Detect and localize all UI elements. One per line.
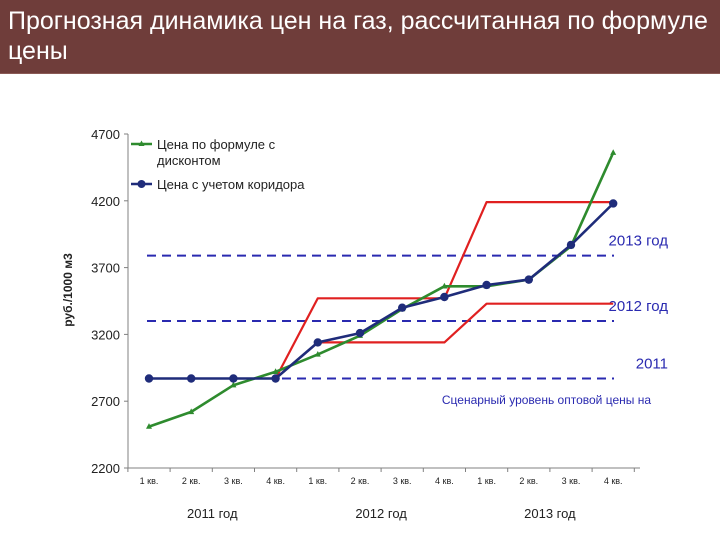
chart-legend: Цена по формуле с дисконтом Цена с учетом … [131, 137, 305, 192]
y-tick-label: 4200 [91, 194, 120, 209]
scenario-label: 2013 год [609, 233, 669, 250]
legend-label: Цена с учетом коридора [157, 177, 305, 192]
series-lines [144, 149, 618, 429]
series-line [149, 202, 615, 380]
scenario-annotation: Сценарный уровень оптовой цены на [442, 393, 651, 407]
data-point [229, 374, 238, 383]
scenario-label: 2011 [636, 355, 668, 372]
data-point [610, 149, 617, 155]
data-point [609, 199, 618, 208]
scenario-levels: 2011 2012 год 2013 год Сценарный уровень оп… [147, 233, 669, 407]
x-group-label: 2012 год [355, 506, 407, 521]
data-point [314, 350, 321, 357]
corridor-lower-line [274, 302, 614, 380]
x-tick-label: 2 кв. [519, 476, 538, 486]
data-point [144, 374, 154, 383]
y-tick-label: 3200 [91, 327, 120, 342]
legend-label: Цена по формуле с дисконтом [157, 137, 276, 168]
data-point [441, 282, 448, 289]
data-point [398, 303, 407, 312]
x-group-label: 2011 год [187, 506, 238, 521]
legend-marker [137, 180, 146, 188]
data-point [188, 408, 195, 415]
data-point [482, 280, 491, 290]
x-tick-label: 2 кв. [351, 476, 370, 486]
data-point [187, 374, 196, 383]
scenario-label: 2012 год [609, 298, 669, 315]
data-point [355, 328, 365, 338]
x-tick-label: 4 кв. [604, 476, 623, 486]
series-line [148, 152, 615, 428]
data-point [440, 292, 449, 302]
x-tick-label: 3 кв. [393, 476, 412, 486]
data-point [524, 275, 533, 284]
x-tick-label: 4 кв. [266, 476, 285, 486]
x-tick-label: 3 кв. [224, 476, 243, 486]
x-tick-label: 2 кв. [182, 476, 201, 486]
x-group-label: 2013 год [524, 506, 576, 521]
x-tick-label: 1 кв. [477, 476, 496, 486]
x-tick-label: 4 кв. [435, 476, 454, 486]
data-point [566, 240, 576, 250]
y-tick-label: 4700 [91, 127, 120, 142]
x-tick-label: 1 кв. [140, 476, 159, 486]
y-axis-title: руб./1000 м3 [61, 253, 75, 327]
title-bar: Прогнозная динамика цен на газ, рассчита… [0, 0, 720, 74]
chart-axes: 2200 2700 3200 3700 4200 4700 1 кв. 2 кв. 3 кв. 4… [61, 127, 640, 521]
x-tick-label: 1 кв. [308, 476, 327, 486]
slide-title: Прогнозная динамика цен на газ, рассчита… [8, 7, 708, 65]
legend-marker [138, 140, 145, 146]
data-point [271, 374, 280, 383]
data-point [272, 368, 279, 375]
data-point [146, 423, 152, 429]
y-tick-label: 3700 [91, 261, 120, 276]
y-tick-label: 2700 [91, 394, 120, 409]
data-point [230, 381, 237, 388]
x-tick-label: 3 кв. [562, 476, 581, 486]
data-point [313, 338, 322, 347]
y-tick-label: 2200 [91, 461, 120, 476]
